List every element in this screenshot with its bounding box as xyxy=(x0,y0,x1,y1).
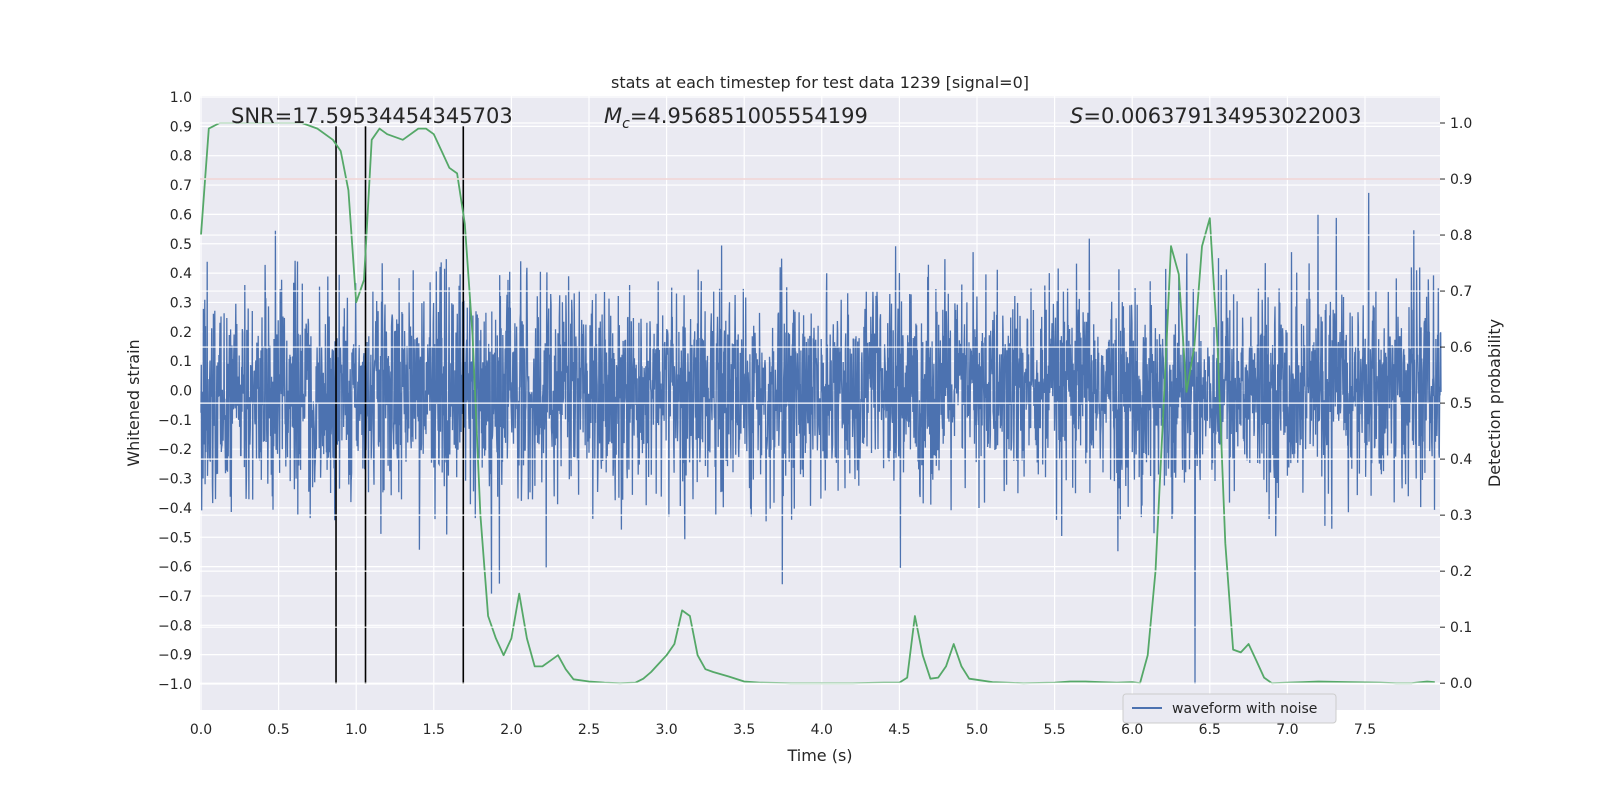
x-tick-label: 7.0 xyxy=(1276,722,1298,738)
y-tick-label: 0.0 xyxy=(170,384,192,400)
y2-tick-label: 0.9 xyxy=(1450,172,1472,188)
chirp-mass-subscript: c xyxy=(622,116,630,132)
probability-series xyxy=(200,122,1435,685)
y2-tick-label: 0.3 xyxy=(1450,508,1472,524)
y2-tick-label: 0.8 xyxy=(1450,228,1472,244)
y-tick-label: −0.5 xyxy=(158,530,192,546)
y-tick-label: 0.8 xyxy=(170,149,192,165)
y-tick-label: 0.4 xyxy=(170,266,192,282)
snr-annotation: SNR=17.59534454345703 xyxy=(231,104,513,128)
x-axis-label: Time (s) xyxy=(786,746,852,765)
y-tick-label: −0.3 xyxy=(158,472,192,488)
chart-title: stats at each timestep for test data 123… xyxy=(611,73,1029,92)
y-axis-ticks: 1.0 0.9 0.8 0.7 0.6 0.5 0.4 0.3 0.2 0.1 0.0 −0.1 −0.… xyxy=(158,90,192,693)
y-tick-label: 0.9 xyxy=(170,119,192,135)
x-tick-label: 7.5 xyxy=(1354,722,1376,738)
x-tick-label: 6.0 xyxy=(1121,722,1143,738)
x-tick-label: 0.5 xyxy=(267,722,289,738)
s-symbol: S xyxy=(1070,104,1083,128)
x-tick-label: 3.5 xyxy=(733,722,755,738)
y-tick-label: 1.0 xyxy=(170,90,192,106)
chirp-mass-annotation: Mc=4.956851005554199 xyxy=(604,104,868,132)
y2-tick-label: 0.5 xyxy=(1450,396,1472,412)
y2-tick-label: 1.0 xyxy=(1450,116,1472,132)
y-tick-label: −0.4 xyxy=(158,501,192,517)
chirp-mass-symbol: M xyxy=(604,104,622,128)
y-tick-label: −1.0 xyxy=(158,677,192,693)
y2-tick-label: 0.7 xyxy=(1450,284,1472,300)
y2-tick-label: 0.6 xyxy=(1450,340,1472,356)
chirp-mass-value: =4.956851005554199 xyxy=(630,104,868,128)
legend-label-waveform: waveform with noise xyxy=(1172,701,1317,717)
x-tick-label: 2.5 xyxy=(578,722,600,738)
y-tick-label: −0.6 xyxy=(158,560,192,576)
y-tick-label: 0.2 xyxy=(170,325,192,341)
x-tick-label: 4.0 xyxy=(811,722,833,738)
y2-tick-label: 0.0 xyxy=(1450,676,1472,692)
x-tick-label: 0.0 xyxy=(190,722,212,738)
y2-axis-ticks: 1.0 0.9 0.8 0.7 0.6 0.5 0.4 0.3 0.2 0.1 0.0 xyxy=(1440,116,1472,692)
y2-tick-label: 0.4 xyxy=(1450,452,1472,468)
legend: waveform with noise xyxy=(1122,693,1337,724)
y2-axis-label: Detection probability xyxy=(1485,319,1504,487)
x-tick-label: 3.0 xyxy=(655,722,677,738)
y-tick-label: −0.1 xyxy=(158,413,192,429)
x-tick-label: 5.5 xyxy=(1043,722,1065,738)
x-axis-ticks: 0.0 0.5 1.0 1.5 2.0 2.5 3.0 3.5 4.0 4.5 5.0 5.5 6.0 6… xyxy=(190,722,1376,738)
y-tick-label: 0.6 xyxy=(170,207,192,223)
x-tick-label: 2.0 xyxy=(500,722,522,738)
s-value: =0.006379134953022003 xyxy=(1083,104,1361,128)
strain-trace xyxy=(200,192,1442,685)
y-tick-label: 0.3 xyxy=(170,295,192,311)
y2-tick-label: 0.1 xyxy=(1450,620,1472,636)
y-tick-label: −0.7 xyxy=(158,589,192,605)
probability-line xyxy=(200,122,1435,685)
y-tick-label: −0.2 xyxy=(158,442,192,458)
x-tick-label: 1.0 xyxy=(345,722,367,738)
y2-tick-label: 0.2 xyxy=(1450,564,1472,580)
x-tick-label: 5.0 xyxy=(966,722,988,738)
y-axis-label: Whitened strain xyxy=(124,339,143,466)
y2-grid xyxy=(200,122,1440,684)
y-tick-label: −0.8 xyxy=(158,618,192,634)
y-tick-label: −0.9 xyxy=(158,648,192,664)
y-tick-label: 0.7 xyxy=(170,178,192,194)
strain-series xyxy=(200,192,1442,685)
x-tick-label: 4.5 xyxy=(888,722,910,738)
y-tick-label: 0.5 xyxy=(170,237,192,253)
y-tick-label: 0.1 xyxy=(170,354,192,370)
s-annotation: S=0.006379134953022003 xyxy=(1070,104,1361,128)
x-tick-label: 6.5 xyxy=(1199,722,1221,738)
x-tick-label: 1.5 xyxy=(423,722,445,738)
legend-box xyxy=(1122,693,1337,724)
